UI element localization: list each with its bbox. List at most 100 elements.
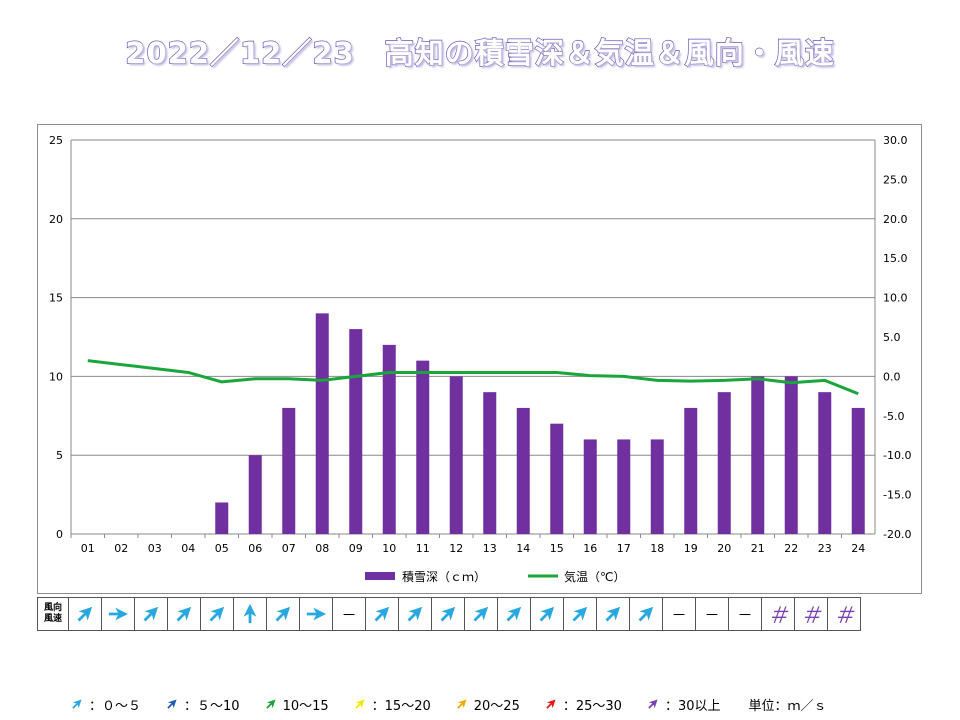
y-left-tick-label: 0 <box>56 528 63 541</box>
bar-snow-depth <box>650 439 664 534</box>
y-left-tick-label: 5 <box>56 449 63 462</box>
y-right-tick-label: 5.0 <box>883 331 901 344</box>
x-tick-label: 23 <box>818 542 832 555</box>
wind-arrow-icon <box>243 603 257 624</box>
wind-legend-item: 20～25 <box>455 695 520 714</box>
bar-snow-depth <box>449 376 463 534</box>
wind-missing-hash: ＃ <box>766 604 789 629</box>
wind-legend-label: 20～25 <box>473 698 520 714</box>
bar-snow-depth <box>349 329 363 534</box>
wind-cell: － <box>728 597 762 631</box>
wind-header-direction: 風向 <box>43 603 62 613</box>
arrow-shape <box>374 606 390 622</box>
arrow-shape <box>72 699 82 709</box>
wind-cell <box>233 597 267 631</box>
arrow-shape <box>440 606 456 622</box>
wind-arrow-icon <box>407 606 423 622</box>
wind-legend-label: ：15～20 <box>371 698 431 714</box>
bar-snow-depth <box>617 439 631 534</box>
wind-cell <box>299 597 333 631</box>
x-tick-label: 02 <box>114 542 128 555</box>
wind-cell <box>596 597 630 631</box>
wind-arrow-icon <box>638 606 654 622</box>
bar-snow-depth <box>215 502 229 534</box>
arrow-shape <box>473 606 489 622</box>
wind-table-header: 風向 風速 <box>37 597 69 631</box>
arrow-shape <box>407 606 423 622</box>
wind-arrow-icon <box>108 607 129 621</box>
y-right-tick-label: -15.0 <box>883 489 911 502</box>
wind-cell <box>530 597 564 631</box>
x-tick-label: 20 <box>717 542 731 555</box>
wind-cell <box>167 597 201 631</box>
bar-snow-depth <box>416 360 430 534</box>
wind-arrow-icon <box>506 606 522 622</box>
arrow-shape <box>506 606 522 622</box>
arrow-shape <box>167 699 177 709</box>
unit-label: 単位：ｍ／ｓ <box>748 698 827 714</box>
x-tick-label: 10 <box>382 542 396 555</box>
y-right-tick-label: -5.0 <box>883 410 904 423</box>
wind-arrow-icon <box>440 606 456 622</box>
wind-calm-dash: － <box>341 605 357 624</box>
bar-snow-depth <box>717 392 731 534</box>
arrow-shape <box>265 699 276 709</box>
x-tick-label: 06 <box>248 542 262 555</box>
wind-cell <box>365 597 399 631</box>
x-tick-label: 19 <box>684 542 698 555</box>
wind-arrow-icon <box>176 606 192 622</box>
x-tick-label: 14 <box>516 542 530 555</box>
y-left-tick-label: 15 <box>49 292 63 305</box>
bar-snow-depth <box>315 313 329 534</box>
wind-speed-legend: ：０～５ ：５～10 10～15 ：15～20 20～25 ：25～30 ：30以上 単位：ｍ… <box>70 693 950 715</box>
wind-cell <box>398 597 432 631</box>
wind-legend-arrow-icon <box>72 699 82 709</box>
wind-cell <box>68 597 102 631</box>
wind-cell <box>563 597 597 631</box>
bar-snow-depth <box>282 407 296 534</box>
wind-legend-item: ：０～５ <box>70 695 141 714</box>
wind-legend-item: ：５～10 <box>165 695 240 714</box>
wind-legend-arrow-icon <box>648 699 658 709</box>
x-tick-label: 13 <box>483 542 497 555</box>
wind-arrow-icon <box>143 606 159 622</box>
y-right-tick-label: 10.0 <box>883 292 908 305</box>
arrow-shape <box>572 606 588 622</box>
wind-cell: － <box>662 597 696 631</box>
wind-legend-arrow-icon <box>167 699 177 709</box>
chart-area: 0 5 10 15 20 25 -20.0 -15.0 -10.0 -5.0 0.0 5.0 10.0 1… <box>37 124 922 594</box>
x-tick-label: 09 <box>349 542 363 555</box>
x-tick-label: 03 <box>148 542 162 555</box>
chart-svg: 0510152025-20.0-15.0-10.0-5.00.05.010.01… <box>49 134 911 584</box>
wind-arrow-icon <box>275 606 291 622</box>
wind-legend-label: ：30以上 <box>664 698 721 714</box>
bar-snow-depth <box>483 392 497 534</box>
x-tick-label: 05 <box>215 542 229 555</box>
legend-swatch-snow <box>365 572 395 580</box>
wind-arrow-icon <box>539 606 555 622</box>
arrow-shape <box>605 606 621 622</box>
arrow-shape <box>275 606 291 622</box>
x-tick-label: 16 <box>583 542 597 555</box>
x-tick-label: 11 <box>416 542 430 555</box>
bar-snow-depth <box>583 439 597 534</box>
wind-arrow-icon <box>209 606 225 622</box>
wind-cell <box>200 597 234 631</box>
x-tick-label: 01 <box>81 542 95 555</box>
legend-label-temp: 気温（℃） <box>564 569 625 584</box>
bar-snow-depth <box>248 455 262 534</box>
bar-snow-depth <box>516 407 530 534</box>
wind-cell <box>266 597 300 631</box>
wind-legend-item: ：30以上 <box>646 695 721 714</box>
bar-snow-depth <box>751 376 765 534</box>
wind-cell: － <box>332 597 366 631</box>
arrow-shape <box>638 606 654 622</box>
y-right-tick-label: 0.0 <box>883 370 901 383</box>
wind-legend-arrow-icon <box>457 699 467 709</box>
wind-legend-item: ：25～30 <box>544 695 622 714</box>
wind-cell <box>629 597 663 631</box>
x-tick-label: 17 <box>617 542 631 555</box>
legend-label-snow: 積雪深（ｃｍ） <box>402 569 486 584</box>
wind-cell <box>134 597 168 631</box>
arrow-shape <box>143 606 159 622</box>
